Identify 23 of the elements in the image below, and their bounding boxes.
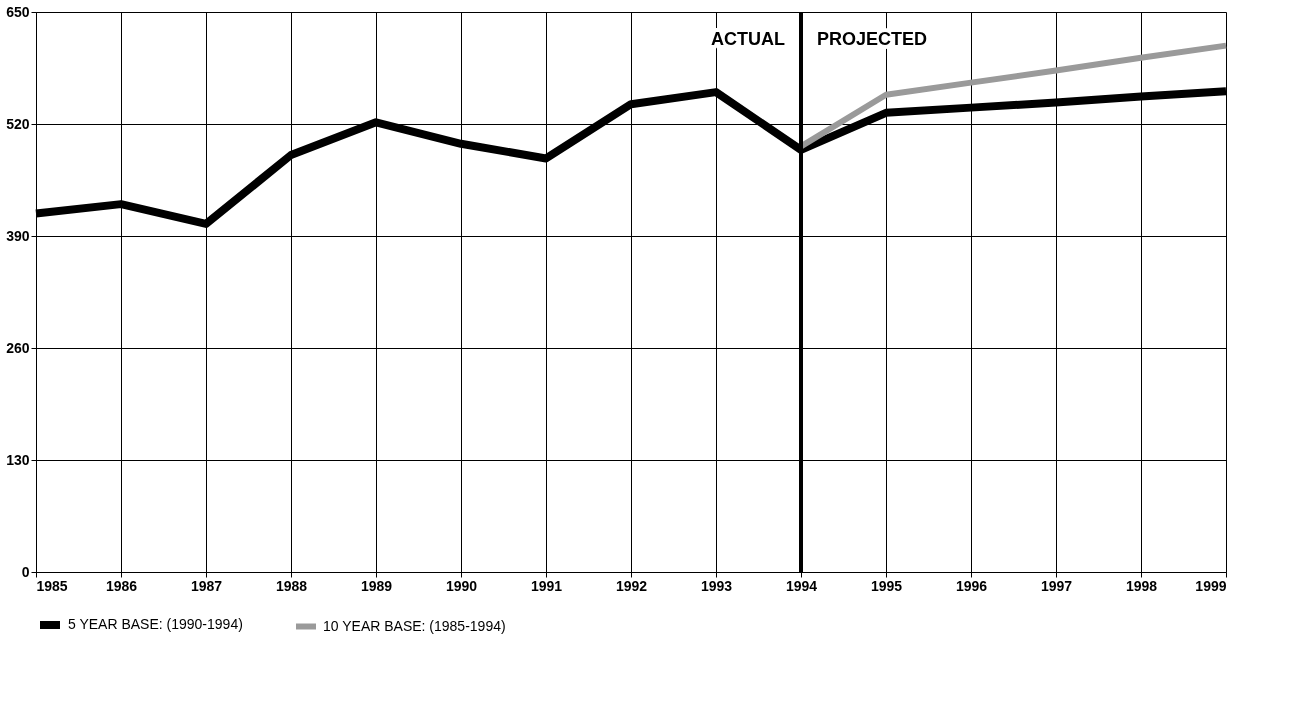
x-tick-label: 1988 — [275, 577, 308, 594]
legend-label: 10 YEAR BASE: (1985-1994) — [323, 617, 506, 634]
y-tick-label: 260 — [6, 339, 30, 356]
x-tick-label: 1991 — [530, 577, 563, 594]
x-tick-label: 1990 — [445, 577, 478, 594]
x-tick-label: 1985 — [36, 577, 68, 594]
x-tick-label: 1996 — [955, 577, 988, 594]
y-tick-label: 520 — [6, 115, 30, 132]
legend-label: 5 YEAR BASE: (1990-1994) — [68, 616, 243, 632]
y-tick-label: 0 — [21, 563, 30, 580]
y-tick-label: 650 — [6, 3, 30, 20]
x-tick-label: 1999 — [1195, 577, 1227, 594]
x-tick-label: 1995 — [870, 577, 903, 594]
x-tick-label: 1993 — [700, 577, 733, 594]
x-tick-label: 1987 — [190, 577, 223, 594]
x-tick-label: 1992 — [615, 577, 648, 594]
x-tick-label: 1986 — [105, 577, 138, 594]
y-tick-label: 130 — [6, 451, 30, 468]
x-tick-label: 1998 — [1125, 577, 1158, 594]
y-tick-label: 390 — [6, 227, 30, 244]
x-tick-label: 1989 — [360, 577, 393, 594]
x-tick-label: 1997 — [1040, 577, 1073, 594]
x-tick-label: 1994 — [785, 577, 818, 594]
